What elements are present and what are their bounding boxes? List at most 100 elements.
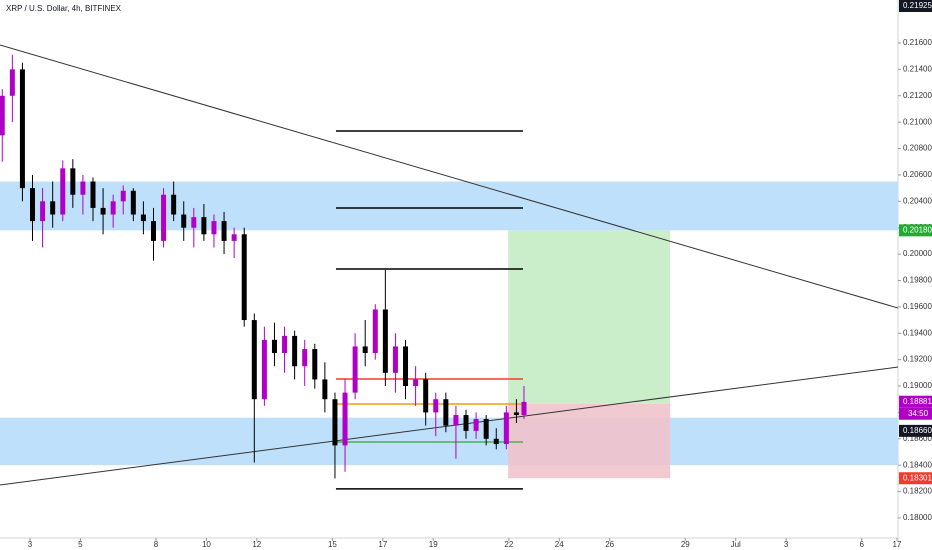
candle-body: [19, 69, 25, 189]
x-tick-label: 29: [681, 540, 690, 549]
x-tick-label: 24: [555, 540, 564, 549]
y-tick-label: 0.18200: [903, 487, 932, 496]
candle-body: [201, 217, 207, 235]
price-label-bg: [899, 472, 932, 485]
x-tick-label: 8: [154, 540, 159, 549]
candle-body: [473, 419, 479, 431]
candle-body: [181, 214, 187, 228]
y-tick-label: 0.19600: [903, 302, 932, 311]
candle-body: [251, 320, 257, 400]
candle-body: [30, 188, 36, 222]
candle-body: [60, 168, 66, 215]
trend-line: [0, 366, 899, 486]
candle-body: [110, 201, 116, 215]
y-tick-label: 0.19400: [903, 328, 932, 337]
price-label-bg: [899, 224, 932, 237]
candle-body: [403, 346, 409, 387]
candle-body: [443, 399, 449, 426]
candle-body: [40, 201, 46, 222]
chart-title: XRP / U.S. Dollar, 4h, BITFINEX: [6, 4, 122, 13]
y-tick-label: 0.20400: [903, 196, 932, 205]
candle-body: [0, 95, 5, 136]
candle-body: [332, 399, 338, 446]
x-tick-label: 15: [328, 540, 337, 549]
y-tick-label: 0.21400: [903, 65, 932, 74]
countdown: 34:50: [908, 409, 929, 418]
x-tick-label: 26: [605, 540, 614, 549]
y-tick-label: 0.18000: [903, 513, 932, 522]
candle-body: [211, 221, 217, 235]
x-tick-label: 17: [378, 540, 387, 549]
y-tick-label: 0.18400: [903, 460, 932, 469]
candle-body: [292, 335, 298, 367]
y-tick-label: 0.19000: [903, 381, 932, 390]
candle-body: [282, 335, 288, 354]
candle-body: [140, 214, 146, 222]
candle-body: [453, 415, 459, 426]
profit-zone: [508, 230, 671, 404]
price-label-bg: [899, 424, 932, 437]
price-label: 0.20180: [903, 225, 932, 234]
candle-body: [100, 207, 106, 215]
x-tick-label: 5: [78, 540, 83, 549]
x-tick-label: 6: [859, 540, 864, 549]
y-tick-label: 0.19200: [903, 355, 932, 364]
candle-body: [372, 309, 378, 354]
candle-body: [271, 339, 277, 354]
x-tick-label: 10: [202, 540, 211, 549]
candle-body: [392, 346, 398, 373]
price-label: 0.18660: [903, 426, 932, 435]
candle-body: [413, 379, 419, 387]
x-tick-label: 22: [504, 540, 513, 549]
x-tick-label: 12: [252, 540, 261, 549]
price-axis-bg: [898, 0, 932, 550]
x-tick-label: 3: [784, 540, 789, 549]
candle-body: [521, 401, 527, 416]
y-tick-label: 0.20000: [903, 249, 932, 258]
x-tick-label: 3: [28, 540, 33, 549]
price-label-bg: [899, 395, 932, 408]
candle-body: [483, 419, 489, 439]
y-tick-label: 0.21200: [903, 91, 932, 100]
candle-body: [120, 190, 126, 202]
candle-body: [80, 181, 86, 195]
candle-body: [493, 438, 499, 445]
candle-body: [342, 392, 348, 446]
y-tick-label: 0.21600: [903, 38, 932, 47]
x-tick-label: 17: [893, 540, 902, 549]
candle-body: [382, 309, 388, 373]
candle-body: [161, 194, 167, 241]
candle-body: [231, 234, 237, 241]
candle-body: [9, 69, 15, 96]
candle-body: [261, 339, 267, 400]
candle-body: [150, 221, 156, 241]
candle-body: [312, 349, 318, 380]
price-label: 0.18881: [903, 397, 932, 406]
x-tick-label: Jul: [731, 540, 741, 549]
price-label: 0.21925: [903, 1, 932, 10]
y-tick-label: 0.18600: [903, 434, 932, 443]
price-label-bg: [899, 0, 932, 12]
candle-body: [50, 201, 56, 215]
y-tick-label: 0.20800: [903, 144, 932, 153]
price-label: 0.18301: [903, 473, 932, 482]
candle-body: [191, 217, 197, 228]
trend-line: [0, 44, 899, 309]
candle-body: [70, 168, 76, 195]
y-tick-label: 0.19800: [903, 276, 932, 285]
y-tick-label: 0.20600: [903, 170, 932, 179]
candle-body: [221, 221, 227, 241]
candle-body: [362, 346, 368, 354]
candle-body: [513, 412, 519, 416]
time-axis-bg: [0, 538, 898, 550]
candle-body: [463, 415, 469, 431]
candle-body: [433, 399, 439, 413]
x-tick-label: 19: [429, 540, 438, 549]
candle-body: [171, 194, 177, 215]
y-tick-label: 0.21000: [903, 117, 932, 126]
candle-body: [423, 379, 429, 413]
candle-body: [302, 349, 308, 367]
candle-body: [241, 234, 247, 321]
